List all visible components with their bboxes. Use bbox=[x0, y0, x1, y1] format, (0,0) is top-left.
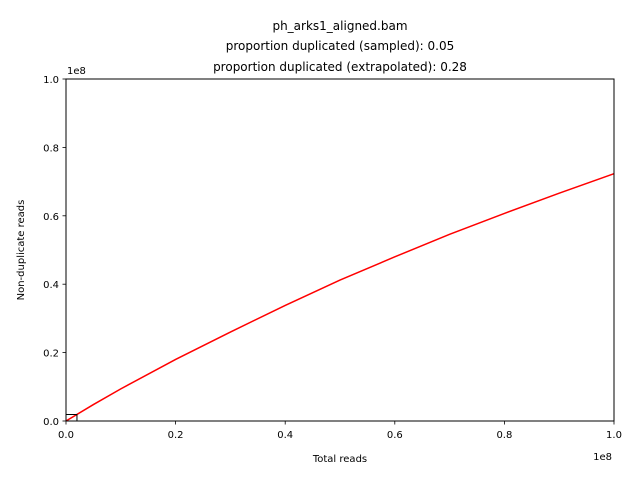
y-axis-ticks: 0.0 0.2 0.4 0.6 0.8 1.0 bbox=[43, 75, 66, 428]
x-tick-label: 0.6 bbox=[387, 430, 403, 441]
title-line-2: proportion duplicated (sampled): 0.05 bbox=[226, 39, 455, 53]
chart-title: ph_arks1_aligned.bam proportion duplicat… bbox=[213, 19, 467, 74]
title-line-3: proportion duplicated (extrapolated): 0.… bbox=[213, 60, 467, 74]
y-tick-label: 1.0 bbox=[43, 75, 59, 86]
y-axis-label: Non-duplicate reads bbox=[16, 200, 27, 301]
x-tick-label: 0.4 bbox=[277, 430, 293, 441]
plot-frame bbox=[65, 78, 615, 422]
y-tick-label: 0.2 bbox=[43, 349, 59, 360]
y-tick-label: 0.4 bbox=[43, 280, 59, 291]
y-tick-label: 0.6 bbox=[43, 212, 59, 223]
x-axis-label: Total reads bbox=[312, 454, 367, 465]
series-line-0 bbox=[65, 173, 615, 422]
x-tick-label: 0.2 bbox=[168, 430, 184, 441]
y-tick-label: 0.0 bbox=[43, 417, 59, 428]
y-offset-text: 1e8 bbox=[67, 66, 86, 77]
x-axis-ticks: 0.0 0.2 0.4 0.6 0.8 1.0 bbox=[58, 421, 622, 441]
title-line-1: ph_arks1_aligned.bam bbox=[272, 19, 407, 33]
plot-area bbox=[65, 173, 615, 422]
y-tick-label: 0.8 bbox=[43, 143, 59, 154]
x-tick-label: 0.0 bbox=[58, 430, 74, 441]
x-tick-label: 0.8 bbox=[496, 430, 512, 441]
x-offset-text: 1e8 bbox=[593, 452, 612, 463]
x-tick-label: 1.0 bbox=[606, 430, 622, 441]
